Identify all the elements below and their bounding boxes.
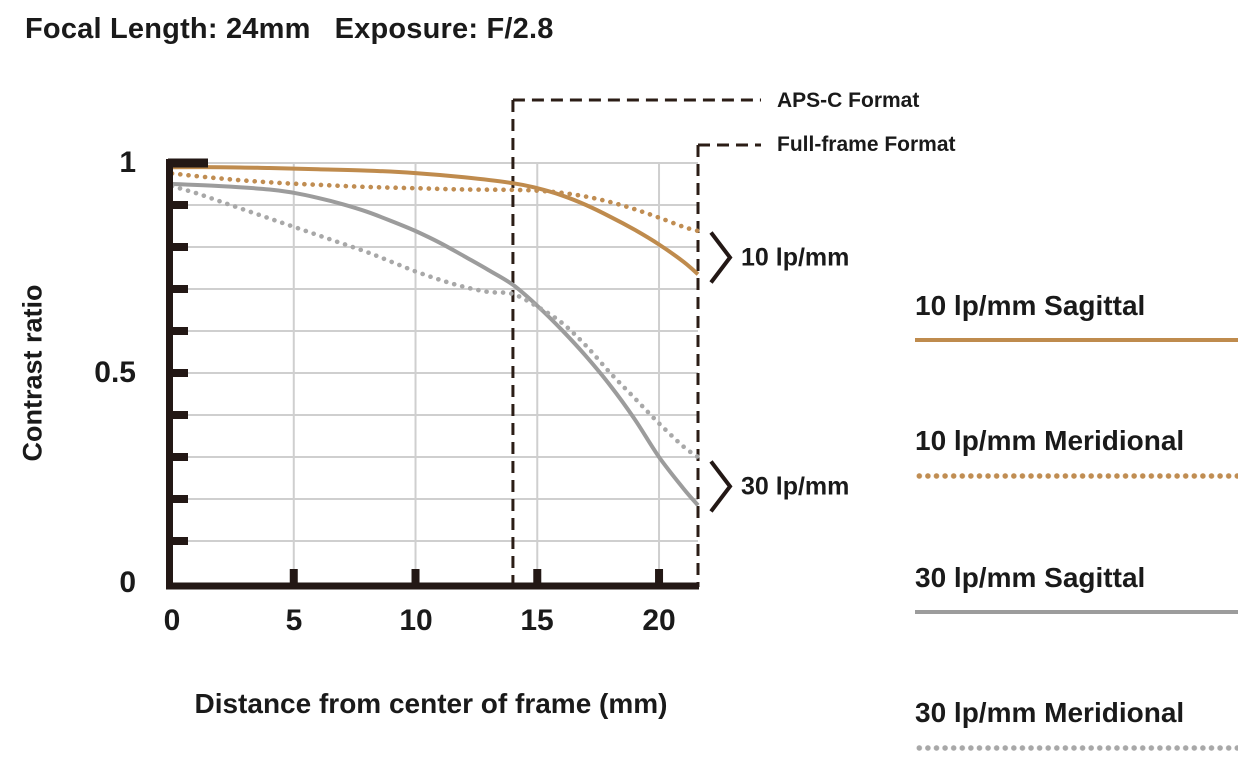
- x-tick-label-10: 10: [399, 604, 433, 637]
- curve-10-lp-mm-meridional: [169, 171, 701, 234]
- full-frame-format-label: Full-frame Format: [777, 133, 956, 156]
- format-boundary-lines: [511, 98, 761, 587]
- legend-line-solid-gray: [915, 610, 1238, 614]
- chart-title: Focal Length: 24mm Exposure: F/2.8: [25, 13, 554, 46]
- chevron-bracket: [709, 231, 733, 284]
- x-tick-label-15: 15: [520, 604, 554, 637]
- apsc-format-label: APS-C Format: [777, 89, 920, 112]
- legend-item-10-meridional: 10 lp/mm Meridional: [915, 425, 1238, 479]
- gridlines: [172, 162, 698, 583]
- curve-30-lp-mm-sagittal: [171, 182, 700, 507]
- legend-item-10-sagittal: 10 lp/mm Sagittal: [915, 290, 1238, 342]
- focal-length-label: Focal Length: 24mm: [25, 13, 311, 45]
- legend-label: 10 lp/mm Sagittal: [915, 290, 1146, 321]
- legend-line-dotted-gray: [915, 745, 1238, 751]
- group-label-10lpmm: 10 lp/mm: [741, 243, 850, 272]
- curve-10-lp-mm-sagittal: [171, 165, 700, 276]
- legend-item-30-sagittal: 30 lp/mm Sagittal: [915, 562, 1238, 614]
- legend: 10 lp/mm Sagittal 10 lp/mm Meridional 30…: [915, 290, 1238, 751]
- x-tick-label-20: 20: [642, 604, 676, 637]
- legend-label: 30 lp/mm Sagittal: [915, 562, 1146, 593]
- legend-label: 30 lp/mm Meridional: [915, 697, 1185, 728]
- y-tick-label-0-5: 0.5: [94, 356, 136, 389]
- curve-30-lp-mm-meridional: [169, 183, 701, 460]
- y-axis-title: Contrast ratio: [17, 284, 48, 462]
- legend-item-30-meridional: 30 lp/mm Meridional: [915, 697, 1238, 751]
- mtf-curves: [169, 165, 701, 507]
- legend-line-solid-tan: [915, 338, 1238, 342]
- x-tick-label-0: 0: [163, 604, 181, 637]
- legend-label: 10 lp/mm Meridional: [915, 425, 1185, 456]
- lp-group-brackets: [709, 231, 733, 513]
- x-tick-label-5: 5: [285, 604, 303, 637]
- chevron-bracket: [709, 460, 733, 513]
- y-tick-label-1: 1: [119, 146, 136, 179]
- group-label-30lpmm: 30 lp/mm: [741, 472, 850, 501]
- axes: [166, 158, 699, 590]
- y-tick-label-0: 0: [119, 566, 136, 599]
- x-axis-title: Distance from center of frame (mm): [194, 688, 668, 719]
- legend-line-dotted-tan: [915, 473, 1238, 479]
- exposure-label: Exposure: F/2.8: [334, 13, 554, 45]
